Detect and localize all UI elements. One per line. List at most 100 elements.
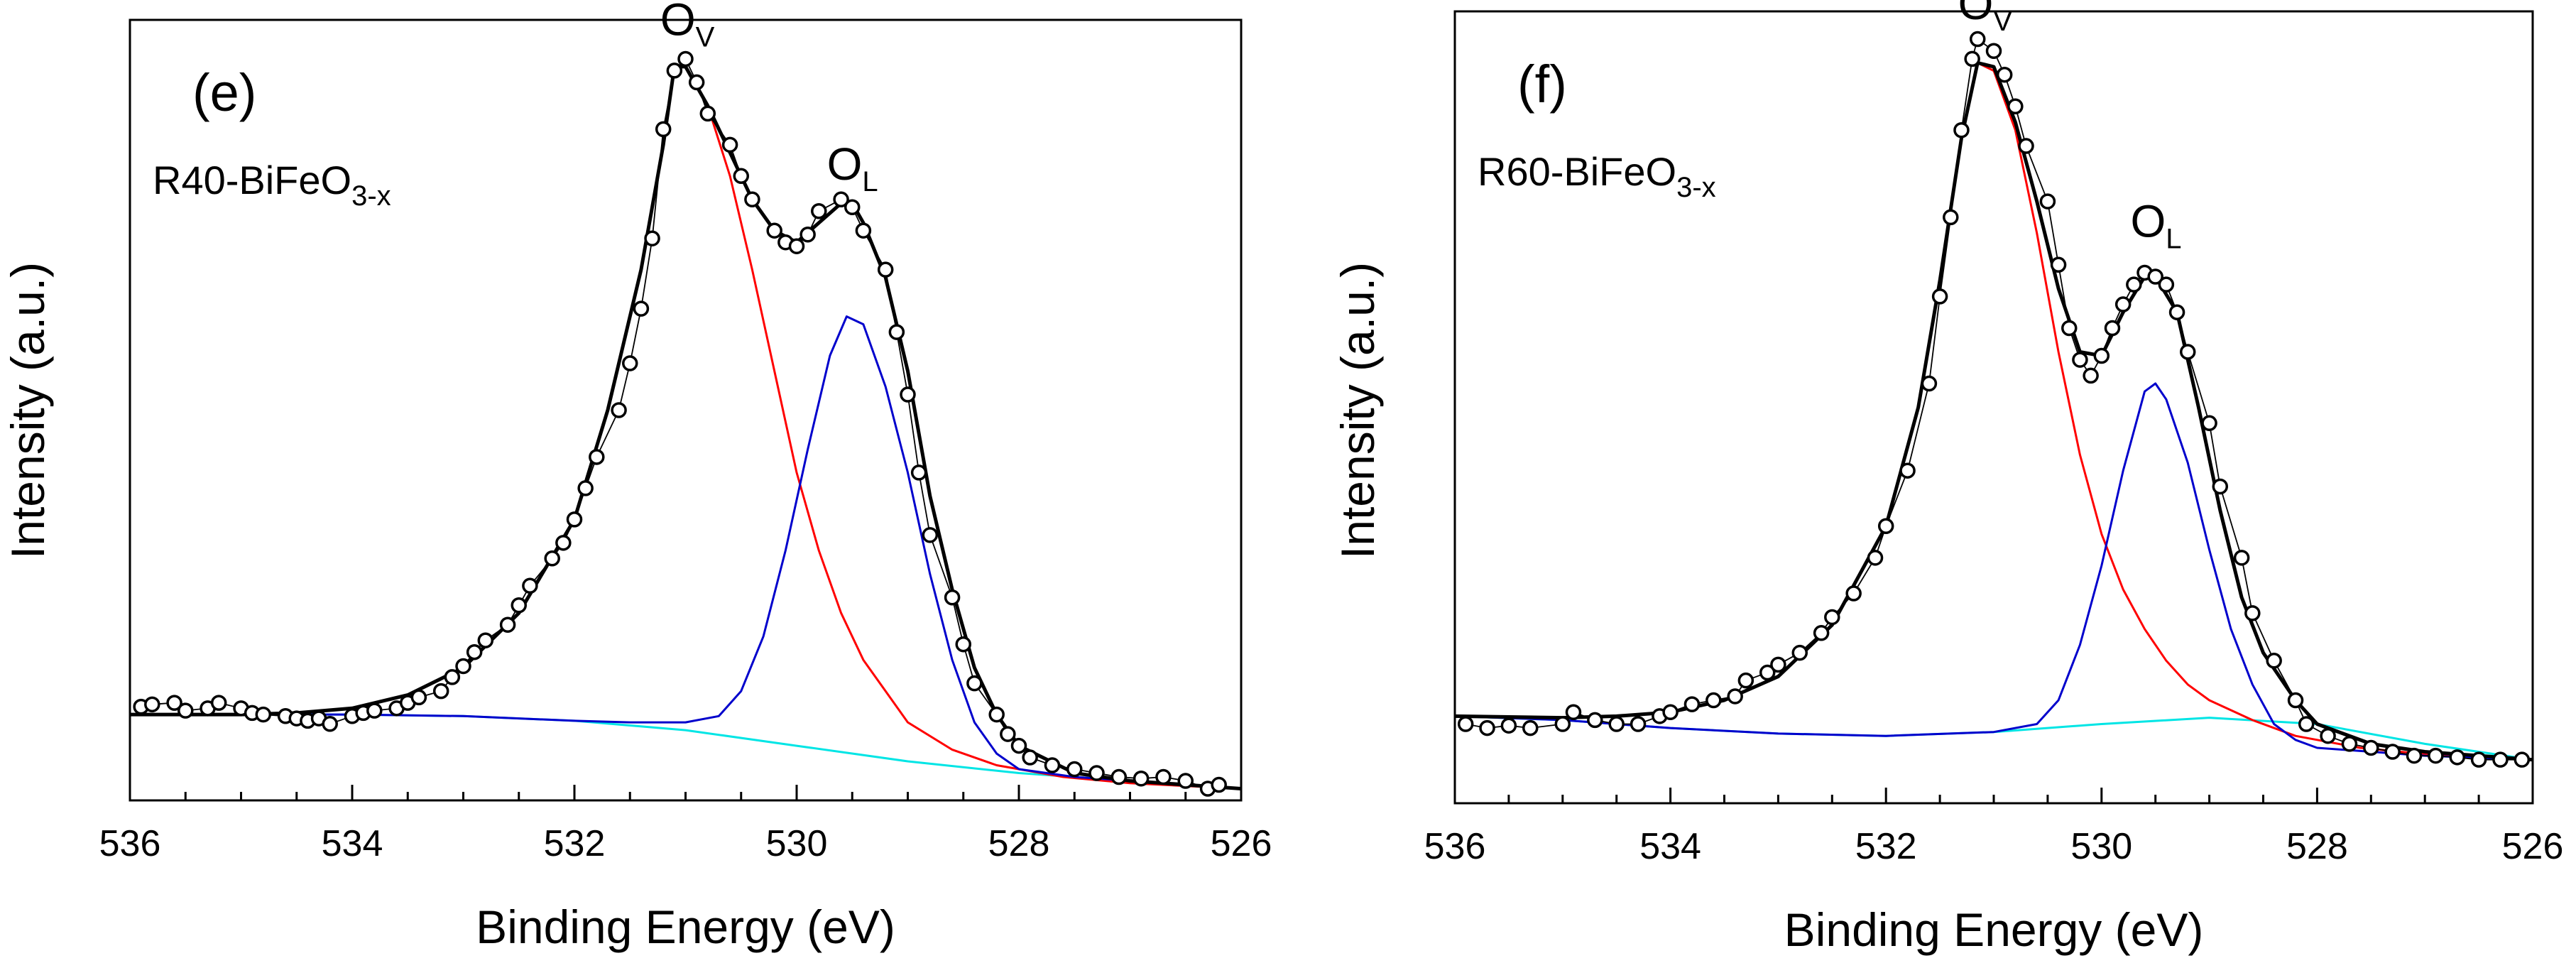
data-point	[2126, 276, 2142, 293]
x-tick-label: 534	[322, 823, 383, 864]
data-point	[1985, 43, 2002, 59]
data-point	[955, 636, 971, 653]
data-point	[833, 191, 849, 208]
data-point	[877, 261, 894, 278]
data-point	[744, 191, 760, 208]
data-point	[677, 50, 694, 67]
data-point	[2018, 138, 2034, 154]
chart-panel-f: 536 534 532 530 528 526 Binding Energy (eV) Int…	[1331, 0, 2563, 956]
data-point	[1630, 716, 1647, 732]
x-tick-label: 536	[99, 823, 161, 864]
data-point	[688, 74, 705, 91]
data-point	[1155, 768, 1172, 785]
peak-label-subscript: L	[2166, 224, 2181, 255]
peak-label-subscript: V	[1993, 6, 2012, 37]
data-point	[522, 577, 538, 594]
data-point	[2233, 550, 2250, 566]
data-point	[2449, 749, 2465, 766]
data-point	[721, 136, 738, 153]
data-point	[2168, 304, 2185, 320]
data-point	[1964, 50, 1980, 67]
data-point	[1931, 288, 1948, 305]
data-point	[811, 203, 827, 219]
fit-envelope-line	[1455, 61, 2533, 762]
sample-label-subscript: 3-x	[1676, 172, 1716, 203]
data-point	[733, 168, 749, 185]
x-tick-label: 536	[1424, 826, 1486, 867]
sample-label-main: R60-BiFeO	[1478, 149, 1676, 194]
x-tick-label: 532	[1855, 826, 1917, 867]
data-point	[2470, 751, 2487, 768]
data-point	[944, 589, 961, 606]
data-point	[144, 696, 160, 713]
data-point	[2179, 344, 2196, 360]
data-point	[1010, 737, 1027, 754]
plot-frame	[1453, 10, 2534, 805]
peak-label-main: O	[1958, 0, 1994, 29]
x-tick-label: 528	[988, 823, 1050, 864]
x-tick-label: 530	[2070, 826, 2132, 867]
sample-label-main: R40-BiFeO	[153, 158, 351, 202]
peak-label: OV	[660, 0, 715, 53]
data-point	[844, 199, 861, 216]
sample-label: R40-BiFeO3-x	[153, 158, 391, 212]
data-point	[2514, 751, 2531, 768]
data-point	[2212, 478, 2229, 495]
data-point	[1522, 719, 1539, 736]
data-point	[2244, 605, 2261, 621]
data-point	[611, 402, 627, 418]
data-point	[1457, 716, 1474, 732]
data-point	[1587, 712, 1603, 729]
data-point	[1727, 688, 1743, 705]
data-point	[2093, 347, 2110, 364]
plot-frame	[129, 18, 1243, 802]
data-point	[922, 527, 939, 543]
data-point	[1969, 31, 1986, 48]
data-point	[655, 121, 672, 138]
peak-label-main: O	[2131, 196, 2166, 247]
data-point	[2050, 256, 2067, 273]
data-point	[2083, 367, 2099, 384]
data-point	[1867, 550, 1884, 566]
data-point	[2039, 193, 2056, 210]
data-point	[1899, 462, 1916, 479]
chart-panel-e: 536 534 532 530 528 526 Binding Energy (eV) Int…	[1, 0, 1272, 953]
data-point	[2072, 352, 2088, 368]
data-point	[1608, 716, 1625, 732]
peak-label: OV	[1958, 0, 2013, 37]
data-point	[366, 702, 383, 719]
peak-label-subscript: L	[862, 166, 878, 197]
data-point	[178, 702, 194, 719]
data-point	[1177, 773, 1194, 789]
data-point	[1813, 625, 1830, 641]
data-point	[255, 706, 272, 723]
data-point	[2158, 276, 2175, 293]
data-point	[499, 616, 516, 633]
peak-label: OL	[827, 138, 878, 197]
peak-label: OL	[2131, 196, 2182, 255]
x-tick-label: 532	[544, 823, 606, 864]
data-point	[466, 643, 483, 660]
panel-tag: (e)	[192, 63, 256, 122]
data-point	[2114, 296, 2132, 312]
x-tick-label: 530	[766, 823, 828, 864]
data-point	[900, 386, 916, 403]
data-point	[577, 480, 594, 496]
data-point	[477, 632, 494, 648]
data-point	[2428, 747, 2444, 764]
data-point	[855, 222, 872, 239]
data-point	[1554, 716, 1571, 732]
data-point	[2320, 727, 2336, 744]
data-point	[2363, 739, 2379, 756]
data-point	[910, 464, 927, 481]
data-point	[1705, 692, 1722, 709]
fit-component-ol	[1455, 382, 2533, 761]
data-point	[589, 449, 605, 465]
plot-area	[1455, 31, 2533, 768]
data-point	[666, 62, 683, 79]
data-point	[2201, 415, 2217, 432]
data-point	[1044, 757, 1061, 773]
data-point	[1791, 644, 1808, 661]
data-point	[766, 222, 782, 239]
